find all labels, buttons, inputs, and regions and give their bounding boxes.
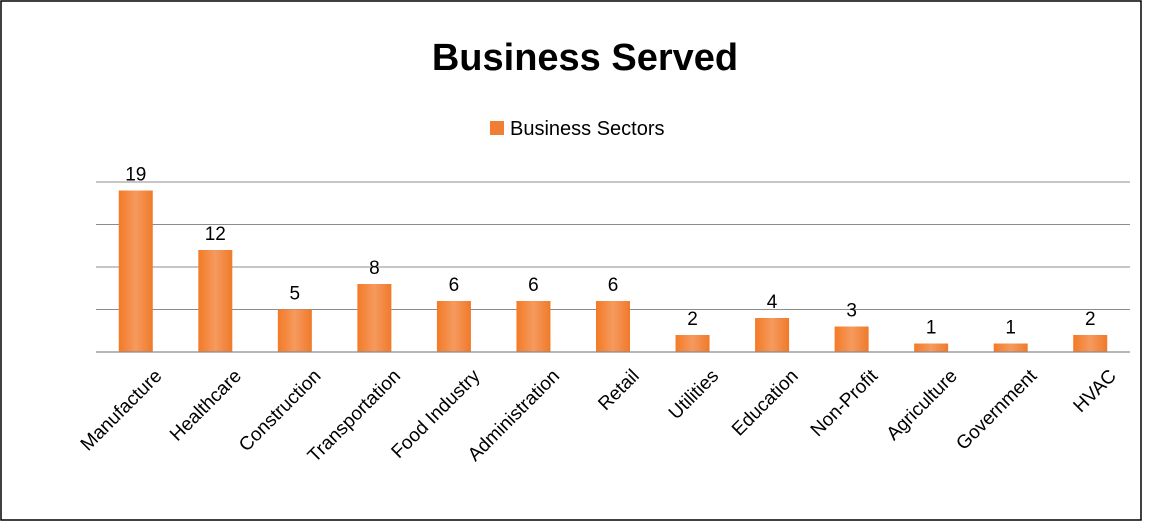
bar: [436, 301, 471, 352]
bar: [357, 284, 392, 352]
data-label: 19: [125, 165, 146, 186]
data-label: 1: [926, 318, 937, 339]
data-label: 6: [608, 275, 619, 296]
bar: [914, 343, 949, 352]
bar: [1073, 335, 1108, 352]
data-label: 6: [449, 275, 460, 296]
bar: [277, 309, 312, 352]
bar: [198, 250, 233, 352]
legend: Business Sectors: [490, 118, 665, 140]
bar: [755, 318, 790, 352]
bar: [834, 326, 869, 352]
data-label: 6: [528, 275, 539, 296]
data-label: 2: [1085, 309, 1096, 330]
data-label: 5: [290, 284, 301, 305]
legend-label: Business Sectors: [510, 118, 665, 140]
bar: [516, 301, 551, 352]
data-label: 1: [1005, 318, 1016, 339]
bar: [993, 343, 1028, 352]
bar: [118, 190, 153, 352]
data-label: 3: [846, 301, 857, 322]
data-label: 4: [767, 292, 778, 313]
data-label: 2: [687, 309, 698, 330]
legend-swatch: [490, 121, 504, 135]
data-label: 8: [369, 258, 380, 279]
data-label: 12: [205, 224, 226, 245]
bar: [675, 335, 710, 352]
bar: [596, 301, 630, 352]
bars: [118, 190, 1108, 352]
chart-title: Business Served: [432, 37, 738, 79]
